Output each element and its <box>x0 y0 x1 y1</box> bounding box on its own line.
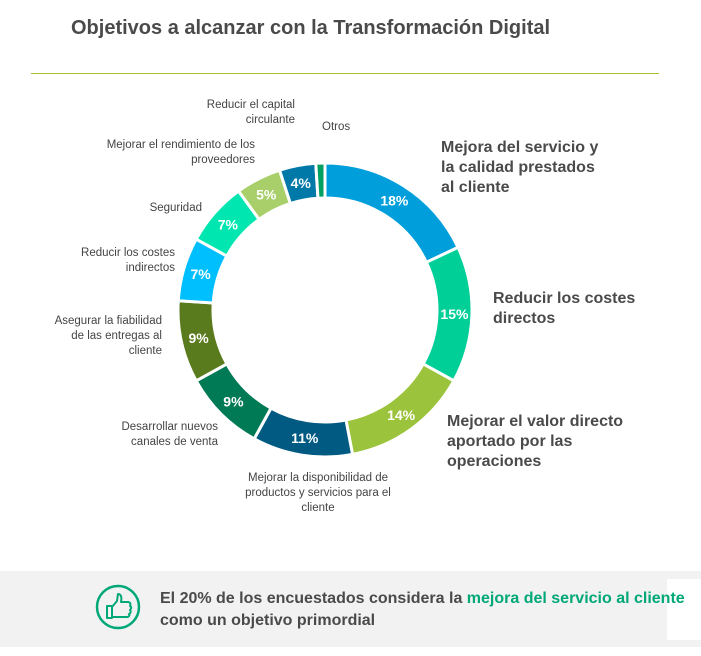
category-label: Reducir el capital circulante <box>206 99 295 126</box>
category-label: Mejora del servicio y la calidad prestad… <box>441 139 599 196</box>
data-label: 7% <box>218 216 239 232</box>
category-label: Reducir los costes indirectos <box>81 247 175 274</box>
category-label: Reducir los costes directos <box>493 290 636 327</box>
footer-text-pre: El 20% de los encuestados considera la <box>160 590 467 607</box>
white-panel <box>667 579 701 640</box>
data-label: 15% <box>440 306 469 322</box>
donut-chart: 18% 15% 14% 11% 9% 9% 7% 7% 5% 4% <box>176 161 474 459</box>
data-label: 14% <box>387 407 416 423</box>
footer-highlight: mejora del servicio al cliente <box>466 590 685 607</box>
chart-title: Objetivos a alcanzar con la Transformaci… <box>71 17 551 39</box>
donut-slice <box>323 161 461 265</box>
data-label: 4% <box>291 175 312 191</box>
footer-text-post: como un objetivo primordial <box>160 612 376 629</box>
data-label: 11% <box>291 430 319 446</box>
category-label: Asegurar la fiabilidad de las entregas a… <box>54 315 162 357</box>
category-label: Desarrollar nuevos canales de venta <box>121 421 218 448</box>
footer-text: El 20% de los encuestados considera la m… <box>160 588 701 632</box>
category-label: Otros <box>322 121 351 133</box>
data-label: 7% <box>191 266 212 282</box>
data-label: 9% <box>189 330 210 346</box>
footer-banner <box>0 571 701 647</box>
data-label: 18% <box>380 193 409 209</box>
data-label: 5% <box>256 187 277 203</box>
data-label: 9% <box>223 394 244 410</box>
thumbs-up-icon <box>95 584 141 630</box>
category-label: Seguridad <box>149 202 202 214</box>
donut-slice <box>314 161 327 200</box>
category-label: Mejorar el valor directo aportado por la… <box>447 413 624 470</box>
category-label: Mejorar la disponibilidad de productos y… <box>245 472 391 514</box>
title-divider <box>31 73 659 74</box>
category-label: Mejorar el rendimiento de los proveedore… <box>106 139 255 166</box>
